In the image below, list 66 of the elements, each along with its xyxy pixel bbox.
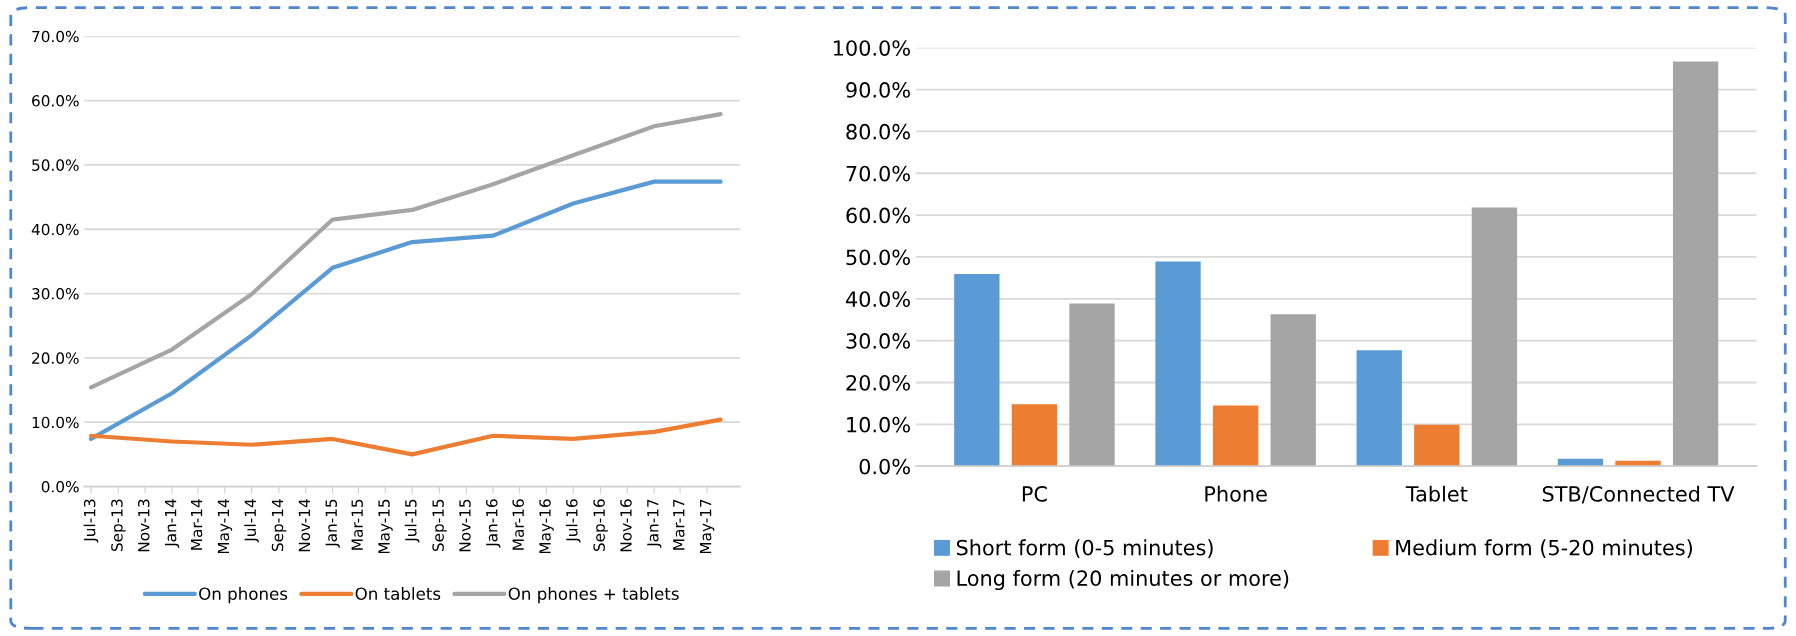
x-tick-label: May-17: [700, 499, 715, 554]
x-tick-label: Mar-16: [512, 499, 524, 550]
bar: [1011, 404, 1058, 467]
y-tick-label: 20.0%: [846, 374, 910, 391]
y-tick-label: 30.0%: [32, 288, 79, 300]
y-tick-label: 30.0%: [846, 333, 910, 349]
x-tick-label: STB/Connected TV: [1542, 485, 1735, 504]
bar: [1212, 405, 1259, 467]
y-tick-label: 50.0%: [846, 249, 910, 266]
y-tick-label: 60.0%: [32, 95, 79, 107]
bar: [1270, 314, 1316, 467]
y-tick-label: 100.0%: [833, 40, 910, 56]
bar: [1414, 424, 1460, 467]
x-tick-label: PC: [1022, 486, 1047, 502]
x-tick-label: Nov-15: [459, 499, 471, 552]
x-tick-label: Nov-16: [620, 499, 632, 552]
legend-label: Short form (0-5 minutes): [956, 539, 1213, 558]
x-tick-label: Jul-14: [244, 499, 259, 543]
x-tick-label: Mar-15: [351, 499, 363, 550]
legend-label: On phones: [199, 587, 288, 604]
line-series: [88, 112, 723, 390]
x-tick-label: Jan-16: [486, 499, 501, 548]
y-tick-label: 0.0%: [859, 458, 910, 475]
line-series: [88, 179, 723, 442]
x-tick-label: Nov-14: [298, 499, 311, 552]
x-tick-label: Jan-17: [647, 499, 662, 548]
bar: [1356, 350, 1402, 467]
legend-label: Medium form (5-20 minutes): [1396, 539, 1692, 558]
x-tick-label: Jan-15: [325, 499, 340, 548]
legend-label: On tablets: [355, 587, 441, 600]
x-tick-label: Jul-15: [404, 499, 420, 543]
x-tick-label: Phone: [1205, 485, 1267, 502]
bar: [954, 274, 1000, 467]
y-tick-label: 20.0%: [32, 352, 79, 364]
x-tick-label: Mar-14: [191, 499, 203, 550]
y-tick-label: 40.0%: [31, 223, 79, 236]
x-tick-label: Jul-16: [565, 499, 581, 543]
y-tick-label: 70.0%: [32, 30, 79, 43]
y-tick-label: 40.0%: [845, 291, 910, 307]
bar: [1672, 61, 1719, 467]
x-tick-label: Jan-14: [165, 499, 180, 548]
y-tick-label: 70.0%: [846, 165, 910, 182]
y-tick-label: 80.0%: [846, 123, 910, 140]
x-tick-label: May-14: [217, 499, 233, 554]
y-tick-label: 0.0%: [41, 481, 79, 493]
x-tick-label: Tablet: [1405, 485, 1468, 502]
y-tick-label: 90.0%: [846, 82, 910, 98]
y-tick-label: 10.0%: [847, 416, 910, 433]
x-tick-label: May-15: [378, 499, 393, 554]
bar: [1471, 207, 1518, 467]
y-tick-label: 10.0%: [32, 416, 79, 429]
x-tick-label: Sep-13: [111, 499, 126, 552]
x-tick-label: Sep-16: [593, 499, 608, 552]
x-tick-label: Sep-14: [271, 499, 287, 552]
x-tick-label: Sep-15: [432, 499, 447, 552]
x-tick-label: Nov-13: [138, 499, 150, 552]
y-tick-label: 50.0%: [32, 159, 79, 171]
legend-label: On phones + tablets: [508, 587, 679, 604]
x-tick-label: May-16: [539, 499, 554, 554]
x-tick-label: Mar-17: [673, 499, 685, 550]
y-tick-label: 60.0%: [846, 207, 910, 224]
x-tick-label: Jul-13: [83, 499, 99, 543]
bar: [1069, 303, 1115, 467]
line-series: [88, 417, 723, 457]
legend-label: Long form (20 minutes or more): [957, 569, 1289, 591]
bar: [1155, 261, 1201, 467]
